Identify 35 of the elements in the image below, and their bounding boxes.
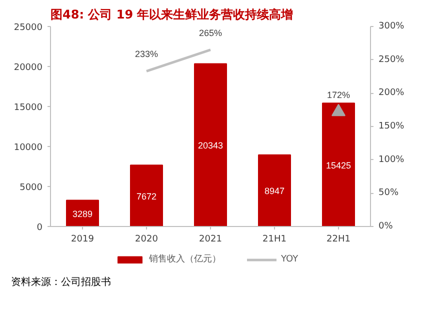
data-label: 233% — [134, 49, 158, 60]
y2-tick-label: 0% — [378, 222, 394, 232]
y-tick-label: 5000 — [20, 183, 43, 193]
x-tick-label: 21H1 — [262, 234, 286, 244]
data-label: 8947 — [264, 186, 285, 196]
y-tick-label: 15000 — [14, 103, 43, 113]
y2-tick-label: 100% — [378, 154, 405, 165]
y-tick-label: 25000 — [14, 23, 43, 33]
bar — [66, 200, 99, 226]
y2-tick-label: 300% — [378, 22, 405, 32]
data-label: 15425 — [326, 160, 352, 170]
y2-tick-label: 250% — [378, 54, 405, 65]
bar — [130, 164, 163, 226]
legend-label: YOY — [281, 254, 300, 264]
y2-tick-label: 150% — [378, 122, 405, 132]
data-label: 172% — [326, 90, 350, 100]
y2-tick-label: 50% — [378, 188, 399, 198]
data-label: 7672 — [136, 191, 157, 202]
data-label: 265% — [198, 28, 222, 38]
data-label: 20343 — [198, 140, 224, 151]
bar — [258, 154, 291, 226]
x-tick-label: 2020 — [135, 234, 158, 244]
bar — [322, 102, 355, 226]
y-tick-label: 0 — [36, 223, 43, 233]
chart-title: 图48: 公司 19 年以来生鲜业务营收持续高增 — [50, 8, 294, 22]
x-tick-label: 2021 — [199, 234, 222, 244]
legend-label: 销售收入（亿元） — [149, 253, 221, 266]
x-tick-label: 2019 — [71, 234, 94, 244]
text: 资料来源：公司招股书 — [11, 276, 111, 290]
y2-tick-label: 200% — [378, 88, 405, 98]
x-tick-label: 22H1 — [326, 234, 350, 244]
y-tick-label: 10000 — [14, 143, 43, 153]
bar — [194, 63, 227, 226]
data-label: 3289 — [72, 208, 93, 219]
y-tick-label: 20000 — [14, 63, 43, 73]
